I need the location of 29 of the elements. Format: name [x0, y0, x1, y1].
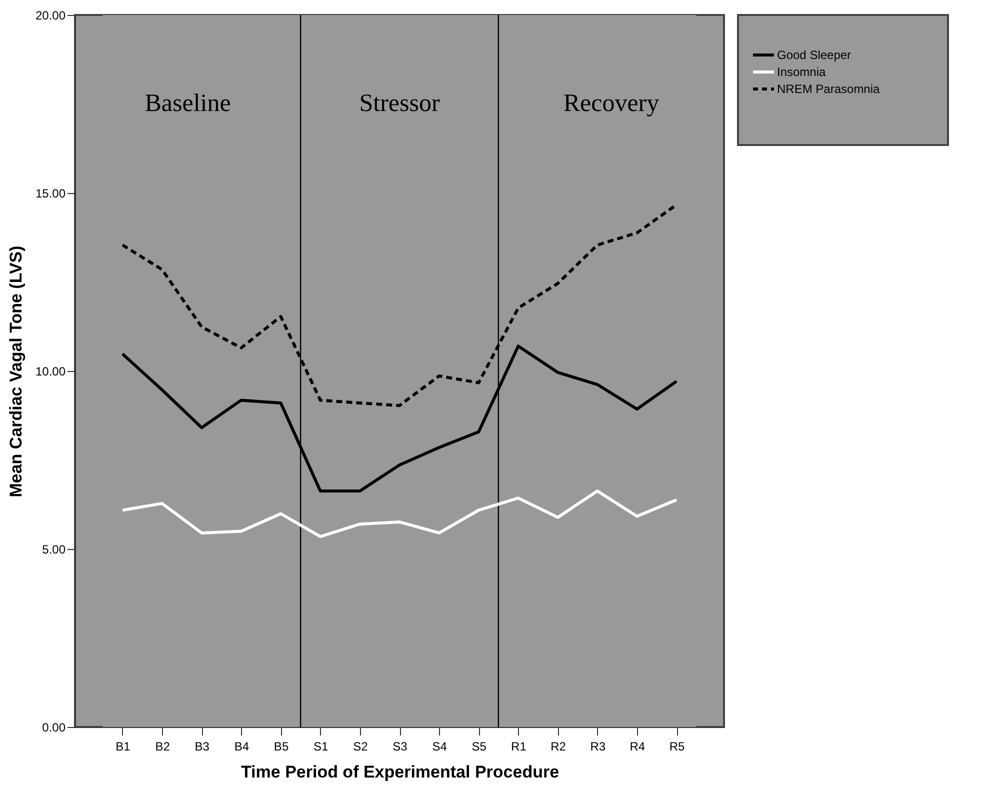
x-tick-label: B2 — [155, 740, 170, 754]
y-axis-title: Mean Cardiac Vagal Tone (LVS) — [6, 246, 26, 498]
x-tick-label: R1 — [511, 740, 527, 754]
y-tick-label: 15.00 — [35, 186, 66, 200]
x-tick-label: S4 — [432, 740, 448, 754]
band-label: Recovery — [563, 90, 660, 117]
x-tick-label: R3 — [590, 740, 606, 754]
legend-label: Good Sleeper — [777, 48, 852, 62]
x-tick-label: R2 — [550, 740, 566, 754]
x-tick-label: S1 — [314, 740, 329, 754]
legend-label: Insomnia — [777, 65, 826, 79]
band-label: Baseline — [144, 90, 231, 117]
x-tick-label: R5 — [669, 740, 686, 754]
y-tick-label: 5.00 — [42, 542, 66, 556]
x-tick-label: R4 — [630, 740, 646, 754]
x-tick-label: S3 — [392, 740, 408, 754]
legend-label: NREM Parasomnia — [777, 82, 880, 96]
line-series — [120, 489, 678, 538]
x-tick-label: S5 — [472, 740, 487, 754]
y-tick-label: 10.00 — [35, 364, 66, 378]
x-tick-label: B1 — [116, 740, 131, 754]
x-tick-label: B4 — [234, 740, 250, 754]
band-label: Stressor — [359, 90, 440, 117]
x-axis-title: Time Period of Experimental Procedure — [240, 762, 560, 782]
x-tick-label: B5 — [274, 740, 289, 754]
x-tick-label: S2 — [353, 740, 368, 754]
y-tick-label: 0.00 — [42, 720, 66, 734]
y-tick-label: 20.00 — [35, 8, 66, 22]
x-tick-label: B3 — [194, 740, 210, 754]
